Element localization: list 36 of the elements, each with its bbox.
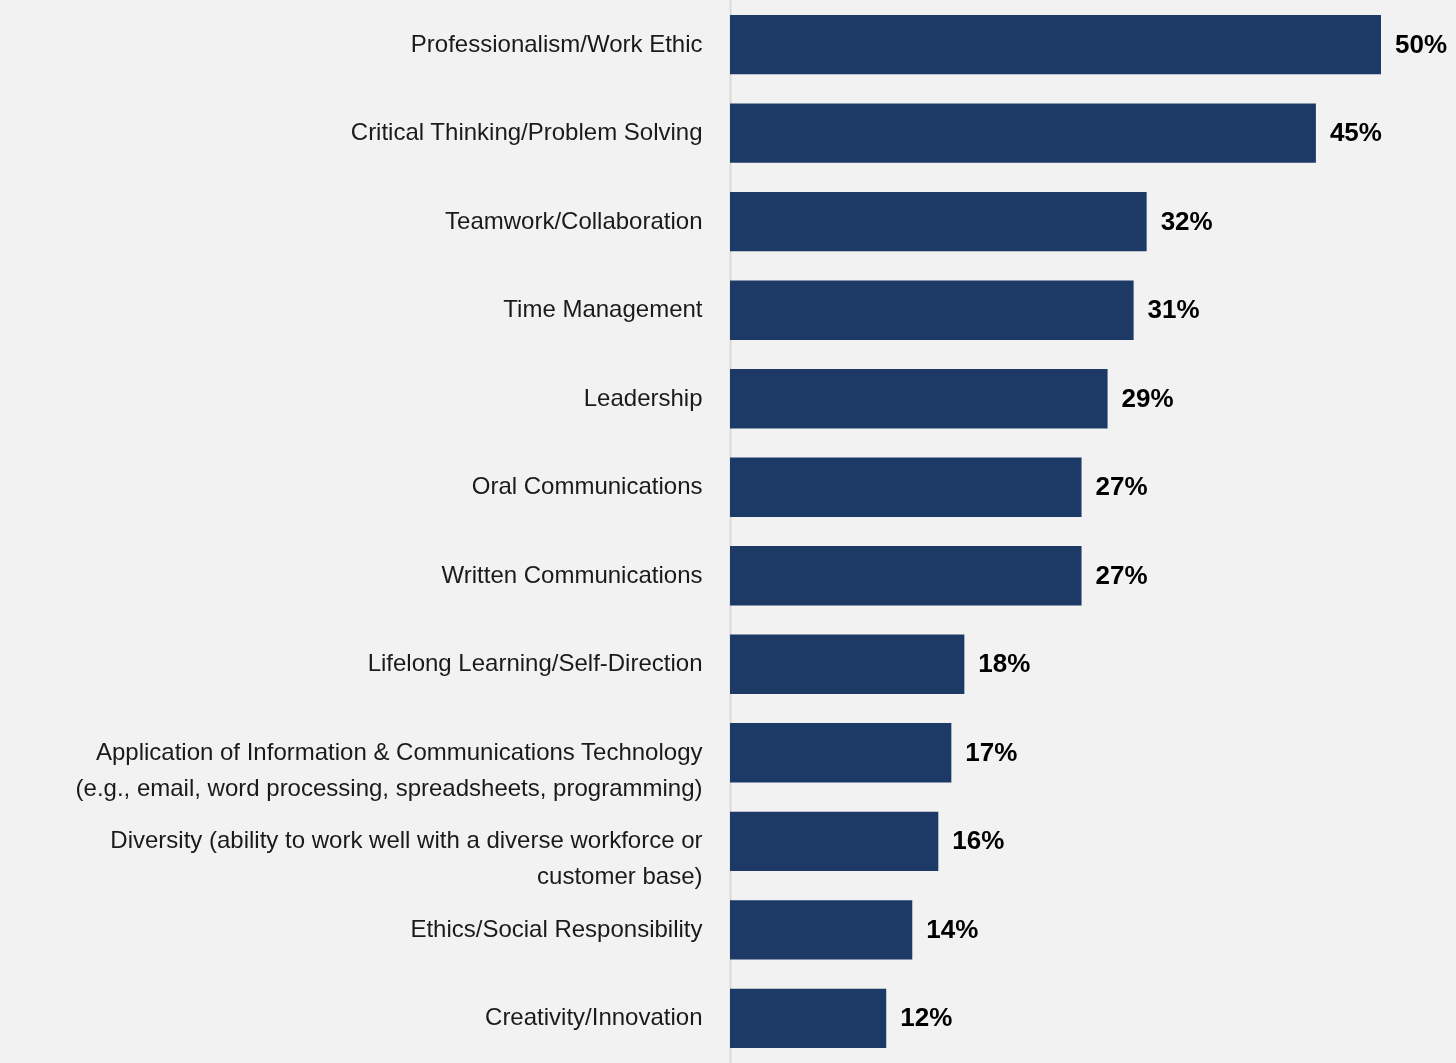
y-tick-label: Time Management [503, 295, 703, 323]
data-label: 32% [1160, 205, 1213, 236]
bar [730, 15, 1381, 75]
data-label: 16% [952, 825, 1005, 856]
bar [730, 369, 1108, 429]
bar [730, 723, 952, 783]
y-tick-label: Critical Thinking/Problem Solving [350, 118, 703, 146]
y-tick-label: Diversity (ability to work well with a diverse workforce or customer base) [110, 826, 703, 890]
data-label: 27% [1095, 471, 1148, 502]
bar [730, 280, 1134, 340]
y-tick-label: Creativity/Innovation [485, 1003, 703, 1031]
data-label: 14% [926, 913, 979, 944]
data-label: 45% [1329, 117, 1382, 148]
bar [730, 988, 887, 1048]
bar [730, 900, 913, 960]
data-label: 18% [978, 648, 1031, 679]
bar [730, 634, 965, 694]
data-label: 31% [1147, 294, 1200, 325]
data-label: 50% [1395, 28, 1448, 59]
y-tick-label: Teamwork/Collaboration [445, 206, 703, 234]
y-tick-label: Leadership [583, 383, 703, 411]
bar [730, 192, 1147, 252]
y-tick-label: Ethics/Social Responsibility [410, 914, 703, 942]
y-tick-label: Written Communications [441, 560, 703, 588]
data-label: 27% [1095, 559, 1148, 590]
y-tick-label: Professionalism/Work Ethic [410, 29, 703, 57]
data-label: 12% [900, 1002, 953, 1033]
y-tick-label: Application of Information & Communications Technology (e.g., email, word processing, spreadsheets, programming) [75, 737, 703, 801]
data-label: 29% [1121, 382, 1174, 413]
y-tick-label: Lifelong Learning/Self-Direction [367, 649, 703, 677]
bar [730, 457, 1082, 517]
data-label: 17% [965, 736, 1018, 767]
bar [730, 103, 1316, 163]
bar [730, 546, 1082, 606]
y-tick-label: Oral Communications [471, 472, 703, 500]
bar [730, 811, 939, 871]
